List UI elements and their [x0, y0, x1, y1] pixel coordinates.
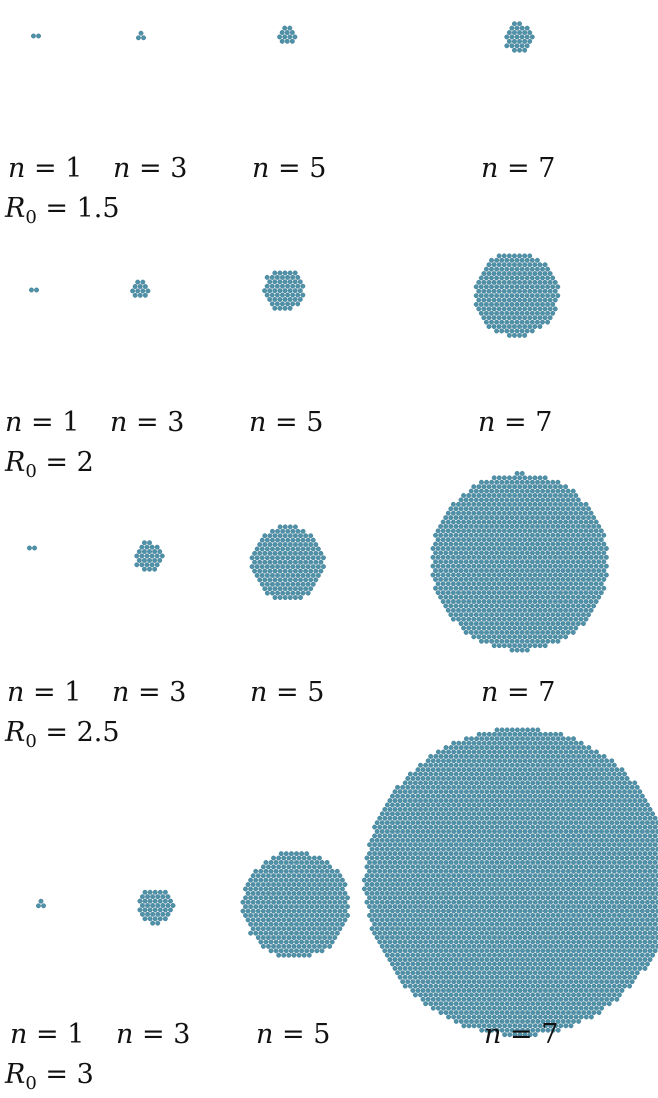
cluster-r3-n5 [240, 851, 350, 958]
clusters-layer [27, 21, 658, 1038]
cluster-r2-n5 [249, 524, 326, 600]
cluster-r3-n7 [361, 727, 658, 1038]
cluster-r3-n3 [137, 889, 176, 926]
r0-label-row-0: R0 = 1.5 [4, 193, 120, 228]
n-label-r0-3: n = 7 [481, 153, 555, 184]
r0-label-row-2: R0 = 2.5 [4, 717, 120, 752]
n-label-r1-2: n = 5 [249, 407, 323, 438]
cluster-r0-n1 [31, 33, 41, 39]
n-label-r2-3: n = 7 [481, 677, 555, 708]
n-label-r3-2: n = 5 [256, 1019, 330, 1050]
cluster-r0-n3 [136, 30, 147, 41]
n-label-r0-1: n = 3 [113, 153, 187, 184]
r0-label-row-3: R0 = 3 [4, 1059, 94, 1094]
cluster-r1-n5 [262, 270, 306, 311]
n-label-r3-0: n = 1 [10, 1019, 84, 1050]
cluster-r0-n7 [504, 21, 535, 53]
cluster-r1-n7 [473, 253, 561, 338]
r0-label-row-1: R0 = 2 [4, 447, 94, 482]
cluster-r2-n1 [27, 545, 37, 551]
n-label-r0-0: n = 1 [8, 153, 82, 184]
n-label-r3-1: n = 3 [116, 1019, 190, 1050]
cluster-r0-n5 [277, 25, 298, 44]
cluster-r1-n1 [29, 287, 39, 293]
n-label-r3-3: n = 7 [484, 1019, 558, 1050]
n-label-r1-3: n = 7 [478, 407, 552, 438]
n-label-r1-1: n = 3 [110, 407, 184, 438]
n-label-r2-1: n = 3 [112, 677, 186, 708]
cluster-r3-n1 [36, 898, 46, 909]
n-label-r0-2: n = 5 [252, 153, 326, 184]
labels-layer: n = 1 n = 3 n = 5 n = 7 R0 = 1.5 n = 1 n = 3 n … [4, 153, 558, 1094]
cluster-r1-n3 [130, 279, 151, 298]
cluster-r2-n7 [430, 470, 609, 653]
cluster-r2-n3 [134, 540, 165, 572]
n-label-r1-0: n = 1 [5, 407, 79, 438]
n-label-r2-2: n = 5 [250, 677, 324, 708]
n-label-r2-0: n = 1 [7, 677, 81, 708]
